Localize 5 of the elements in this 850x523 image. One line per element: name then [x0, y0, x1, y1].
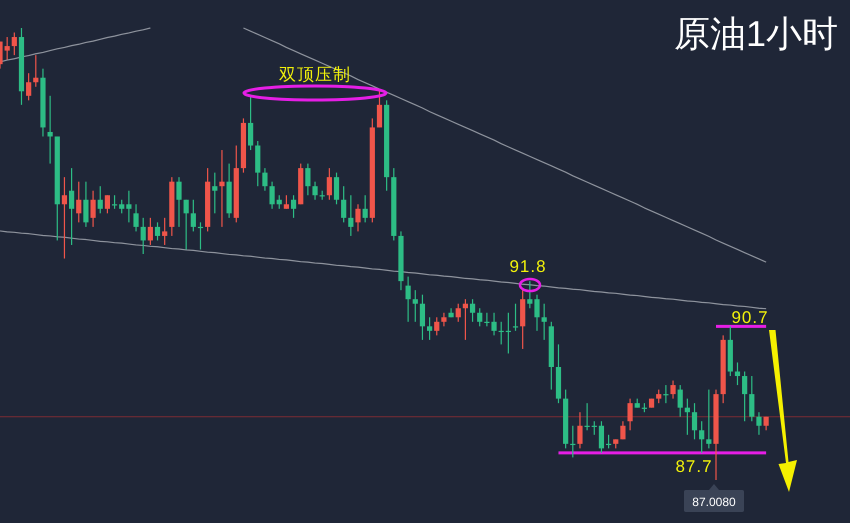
annotation: 91.8	[509, 257, 547, 276]
annotation: 双顶压制	[279, 65, 351, 84]
annotation: 90.7	[731, 308, 769, 327]
chart-title: 原油1小时	[674, 13, 838, 54]
annotation: 87.7	[675, 457, 713, 476]
